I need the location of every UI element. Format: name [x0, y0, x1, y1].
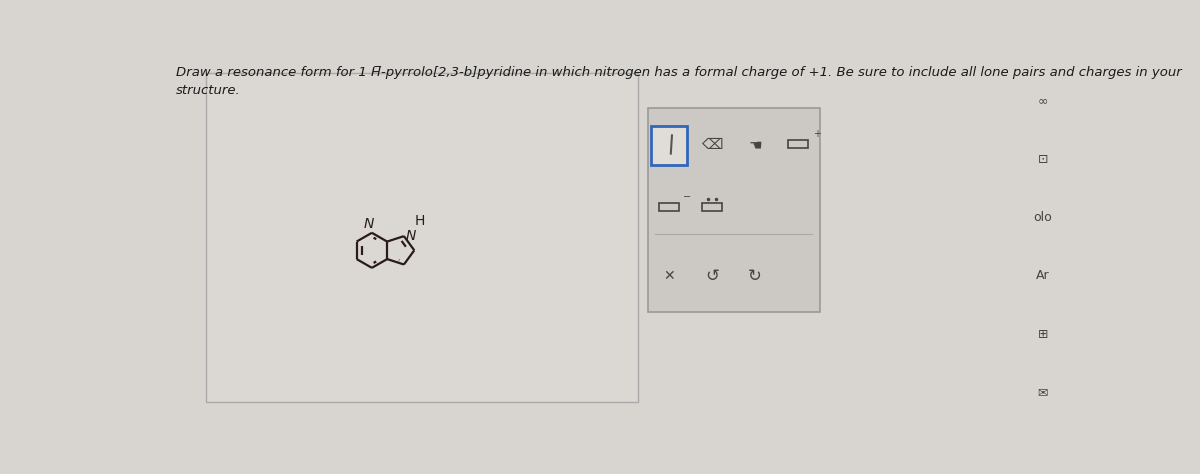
Text: ⊡: ⊡: [1038, 153, 1048, 165]
Text: ✉: ✉: [1038, 386, 1048, 399]
Bar: [788, 140, 809, 148]
Text: H: H: [414, 214, 425, 228]
Text: Ar: Ar: [1036, 269, 1050, 283]
Text: ⊞: ⊞: [1038, 328, 1048, 341]
Text: ✕: ✕: [664, 269, 674, 283]
Text: N: N: [406, 229, 416, 243]
Bar: [659, 202, 679, 210]
Text: Draw a resonance form for 1 H̅-pyrrolo[2,3-b]pyridine in which nitrogen has a fo: Draw a resonance form for 1 H̅-pyrrolo[2…: [176, 66, 1182, 79]
Text: −: −: [683, 192, 691, 202]
Bar: [652, 126, 686, 164]
Text: ∞: ∞: [1038, 94, 1048, 107]
Text: structure.: structure.: [176, 84, 241, 97]
Bar: [702, 202, 722, 210]
Text: ↻: ↻: [748, 267, 762, 285]
Text: ⌫: ⌫: [701, 137, 722, 152]
Bar: [648, 108, 820, 312]
Text: +: +: [812, 128, 821, 138]
Text: ↺: ↺: [706, 267, 719, 285]
Text: olo: olo: [1033, 211, 1052, 224]
Bar: [206, 73, 638, 402]
Text: N: N: [364, 217, 374, 231]
Text: ☚: ☚: [749, 137, 762, 152]
